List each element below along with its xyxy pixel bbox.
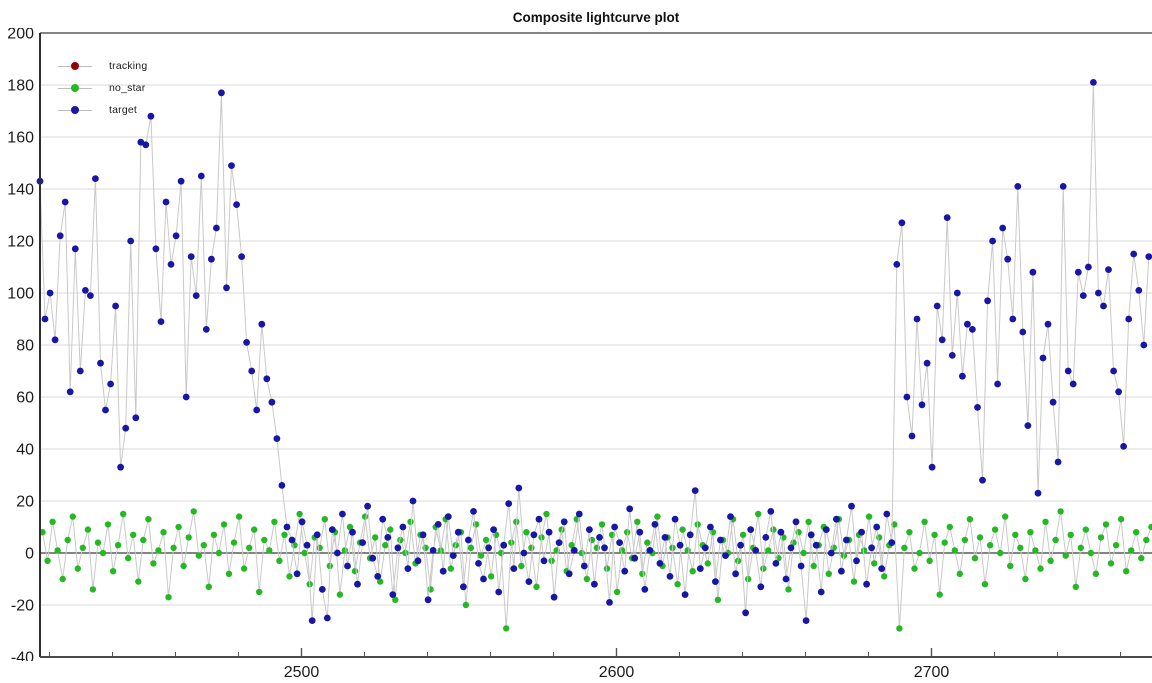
y-axis-tick-labels: -40 -20 0 20 40 60 80 100 120 140 160 180 200	[7, 26, 34, 667]
no-star-marker-icon	[58, 84, 92, 92]
legend-label-tracking: tracking	[109, 60, 148, 72]
legend-item-no-star: no_star	[58, 77, 147, 99]
legend-item-target: target	[58, 99, 147, 121]
x-tick-label: 2500	[284, 664, 320, 681]
axes-spines	[39, 32, 1152, 658]
series-target	[36, 79, 1152, 624]
legend: tracking no_star target	[58, 55, 147, 121]
y-tick-label: 100	[7, 286, 34, 303]
chart-title: Composite lightcurve plot	[512, 10, 680, 25]
y-tick-label: -40	[11, 650, 34, 667]
y-tick-label: 20	[16, 494, 34, 511]
x-axis-tick-labels: 2500 2600 2700	[284, 664, 950, 681]
y-tick-label: 0	[25, 546, 34, 563]
legend-label-no-star: no_star	[109, 82, 146, 94]
y-tick-label: 40	[16, 442, 34, 459]
gridlines	[40, 84, 1152, 606]
y-tick-label: 160	[7, 130, 34, 147]
y-tick-label: 80	[16, 338, 34, 355]
legend-item-tracking: tracking	[58, 55, 147, 77]
y-tick-label: 140	[7, 182, 34, 199]
y-tick-label: 60	[16, 390, 34, 407]
y-tick-label: 120	[7, 234, 34, 251]
tracking-marker-icon	[58, 62, 92, 70]
x-axis-ticks	[49, 648, 1121, 656]
y-tick-label: 180	[7, 78, 34, 95]
y-tick-label: -20	[11, 598, 34, 615]
y-tick-label: 200	[7, 26, 34, 43]
legend-label-target: target	[109, 104, 138, 116]
target-marker-icon	[58, 106, 92, 114]
x-tick-label: 2600	[599, 664, 635, 681]
x-tick-label: 2700	[914, 664, 950, 681]
